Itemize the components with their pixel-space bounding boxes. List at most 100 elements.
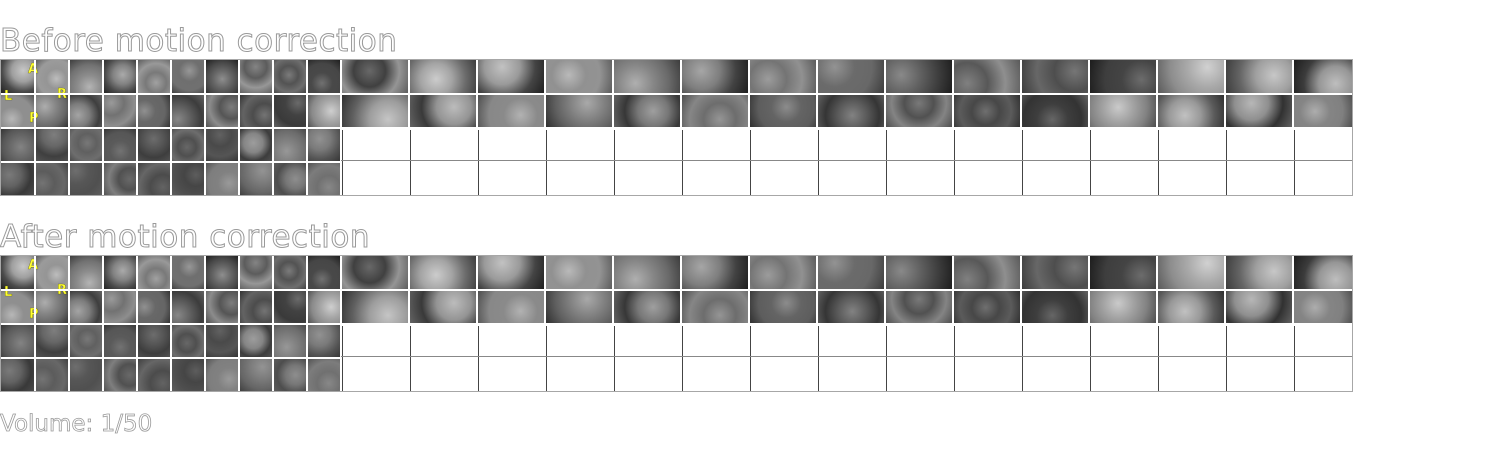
slice-tile [409, 60, 477, 94]
slice-tile [817, 128, 885, 162]
before-slice-mosaic[interactable]: A P L R [0, 59, 1353, 196]
slice-tile [205, 128, 239, 162]
slice-tile [1021, 256, 1089, 290]
slice-tile [953, 60, 1021, 94]
slice-tile [171, 128, 205, 162]
slice-tile [953, 256, 1021, 290]
slice-tile [681, 358, 749, 391]
slice-tile [681, 128, 749, 162]
slice-tile [205, 162, 239, 195]
slice-tile [69, 128, 103, 162]
slice-tile [341, 128, 409, 162]
slice-tile [545, 94, 613, 128]
slice-tile [239, 128, 273, 162]
slice-tile [1293, 324, 1352, 358]
slice-tile [409, 358, 477, 391]
slice-tile [1021, 290, 1089, 324]
slice-tile [1225, 94, 1293, 128]
slice-tile [341, 256, 409, 290]
slice-tile [885, 358, 953, 391]
after-panel-title: After motion correction [0, 219, 370, 255]
orientation-right-label: R [57, 283, 68, 298]
slice-tile [817, 60, 885, 94]
slice-tile [137, 162, 171, 195]
slice-tile [137, 128, 171, 162]
slice-tile [1293, 128, 1352, 162]
slice-tile [273, 94, 307, 128]
slice-tile [103, 256, 137, 290]
slice-tile [1225, 256, 1293, 290]
slice-tile [885, 128, 953, 162]
slice-tile [545, 60, 613, 94]
slice-tile [885, 94, 953, 128]
slice-tile [545, 256, 613, 290]
slice-tile [205, 256, 239, 290]
slice-tile [1157, 128, 1225, 162]
slice-tile [1157, 256, 1225, 290]
slice-tile [477, 128, 545, 162]
slice-tile [1293, 162, 1352, 195]
slice-tile [137, 256, 171, 290]
slice-tile [477, 290, 545, 324]
slice-tile [1157, 324, 1225, 358]
slice-tile [1021, 324, 1089, 358]
slice-tile [477, 60, 545, 94]
slice-tile [103, 60, 137, 94]
slice-tile [1157, 290, 1225, 324]
slice-tile [171, 324, 205, 358]
slice-tile [1089, 358, 1157, 391]
slice-tile [69, 162, 103, 195]
slice-tile [749, 256, 817, 290]
slice-tile [35, 162, 69, 195]
slice-tile [477, 358, 545, 391]
slice-tile [409, 128, 477, 162]
slice-tile [1225, 358, 1293, 391]
slice-tile [1225, 324, 1293, 358]
before-panel-title: Before motion correction [0, 23, 398, 59]
volume-counter: 1/50 [100, 411, 153, 438]
slice-tile [1089, 60, 1157, 94]
slice-tile [477, 162, 545, 195]
slice-tile [749, 94, 817, 128]
slice-tile [613, 60, 681, 94]
orientation-posterior-label: P [29, 307, 39, 322]
slice-tile [341, 94, 409, 128]
slice-tile [545, 324, 613, 358]
slice-tile [1089, 324, 1157, 358]
slice-tile [171, 60, 205, 94]
slice-tile [1089, 128, 1157, 162]
slice-tile [171, 94, 205, 128]
slice-tile [749, 358, 817, 391]
slice-tile [817, 324, 885, 358]
slice-tile [409, 162, 477, 195]
slice-tile [613, 162, 681, 195]
slice-tile [409, 324, 477, 358]
slice-tile [409, 94, 477, 128]
slice-tile [817, 358, 885, 391]
slice-tile [681, 60, 749, 94]
slice-tile [1, 94, 35, 128]
slice-tile [171, 290, 205, 324]
slice-tile [103, 324, 137, 358]
slice-tile [307, 256, 341, 290]
slice-tile [613, 128, 681, 162]
slice-tile [1157, 162, 1225, 195]
slice-tile [953, 324, 1021, 358]
slice-tile [307, 324, 341, 358]
slice-tile [307, 162, 341, 195]
slice-tile [171, 162, 205, 195]
orientation-right-label: R [57, 87, 68, 102]
volume-label-text: Volume: [0, 411, 94, 438]
slice-tile [239, 60, 273, 94]
slice-tile [1021, 162, 1089, 195]
slice-tile [103, 358, 137, 391]
slice-tile [681, 290, 749, 324]
slice-tile [1293, 60, 1352, 94]
slice-tile [409, 256, 477, 290]
after-slice-mosaic[interactable]: A P L R [0, 255, 1353, 392]
slice-tile [35, 324, 69, 358]
slice-tile [885, 256, 953, 290]
slice-tile [1293, 290, 1352, 324]
slice-tile [953, 290, 1021, 324]
